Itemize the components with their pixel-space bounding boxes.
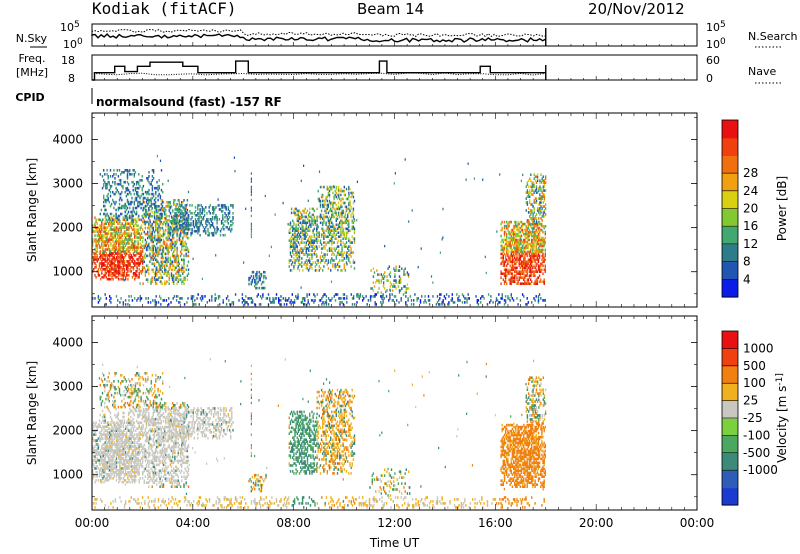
noise-right-label: N.Search (748, 30, 798, 43)
velocity-colorbar-label: Velocity [m s-1] (775, 373, 789, 463)
x-axis-label: Time UT (369, 536, 420, 550)
power-colorbar-swatch (722, 243, 738, 263)
x-tick-label: 00:00 (75, 516, 110, 530)
velocity-colorbar-swatch (722, 470, 738, 489)
velocity-colorbar-tick-label: -100 (743, 428, 770, 442)
power-colorbar-swatch (722, 137, 738, 156)
beam-title: Beam 14 (357, 0, 425, 18)
velocity-colorbar-swatch (722, 487, 738, 506)
noise-right-tick: 100 (706, 37, 726, 51)
power-colorbar-tick-label: 4 (743, 272, 751, 286)
velocity-y-tick-label: 4000 (52, 335, 83, 349)
nave-series (91, 72, 546, 76)
velocity-colorbar-swatch (722, 383, 738, 402)
power-y-tick-label: 1000 (52, 265, 83, 279)
x-tick-label: 20:00 (579, 516, 614, 530)
velocity-colorbar-tick-label: -500 (743, 446, 770, 460)
x-tick-label: 04:00 (176, 516, 211, 530)
velocity-colorbar-swatch (722, 435, 738, 454)
power-colorbar-swatch (722, 173, 738, 192)
velocity-colorbar-swatch (722, 400, 738, 419)
velocity-colorbar-tick-label: -1000 (743, 463, 778, 477)
velocity-colorbar-tick-label: -25 (743, 411, 763, 425)
power-colorbar-tick-label: 8 (743, 255, 751, 269)
freq-left-tick: 8 (68, 72, 75, 85)
velocity-colorbar-tick-label: 25 (743, 394, 758, 408)
noise-left-tick: 105 (60, 20, 80, 34)
velocity-colorbar-tick-label: 500 (743, 359, 766, 373)
power-colorbar-swatch (722, 155, 738, 174)
power-colorbar-swatch (722, 226, 738, 245)
power-colorbar-swatch (722, 279, 738, 298)
power-y-tick-label: 3000 (52, 177, 83, 191)
power-colorbar-swatch (722, 120, 738, 139)
freq-right-label: Nave (748, 65, 776, 78)
power-colorbar-swatch (722, 190, 738, 210)
freq-series (92, 60, 546, 81)
x-tick-label: 12:00 (377, 516, 412, 530)
freq-right-tick: 0 (706, 72, 713, 85)
noise-right-tick: 105 (706, 20, 726, 34)
noise-search-series (91, 28, 546, 38)
velocity-y-tick-label: 2000 (52, 424, 83, 438)
freq-left-label: Freq. (18, 52, 45, 65)
power-scatter-cells (92, 154, 547, 306)
power-colorbar-label: Power [dB] (775, 176, 789, 241)
power-colorbar-tick-label: 20 (743, 202, 758, 216)
noise-sky-series (91, 33, 547, 43)
velocity-colorbar-swatch (722, 418, 738, 436)
power-y-tick-label: 2000 (52, 221, 83, 235)
power-colorbar-tick-label: 24 (743, 184, 758, 198)
station-title: Kodiak (fitACF) (92, 0, 237, 18)
freq-left-unit: [MHz] (16, 66, 48, 79)
power-colorbar-tick-label: 12 (743, 237, 758, 251)
x-tick-label: 16:00 (478, 516, 513, 530)
freq-left-tick: 18 (61, 54, 75, 67)
date-title: 20/Nov/2012 (588, 0, 685, 18)
power-colorbar-swatch (722, 261, 738, 280)
noise-left-tick: 100 (63, 37, 83, 51)
velocity-y-tick-label: 3000 (52, 380, 83, 394)
power-y-axis-label: Slant Range [km] (25, 158, 39, 262)
freq-right-tick: 60 (706, 54, 720, 67)
cpid-label: CPID (15, 91, 44, 104)
x-tick-label: 08:00 (276, 516, 311, 530)
power-y-tick-label: 4000 (52, 132, 83, 146)
velocity-colorbar-tick-label: 1000 (743, 341, 774, 355)
velocity-colorbar-swatch (722, 348, 738, 367)
x-tick-label: 00:00 (680, 516, 715, 530)
velocity-colorbar-swatch (722, 452, 738, 471)
velocity-colorbar-tick-label: 100 (743, 376, 766, 390)
velocity-scatter-cells (92, 358, 547, 509)
power-colorbar-tick-label: 16 (743, 219, 758, 233)
cpid-text: normalsound (fast) -157 RF (96, 95, 282, 109)
velocity-colorbar-swatch (722, 331, 738, 349)
velocity-colorbar-swatch (722, 365, 738, 384)
velocity-y-tick-label: 1000 (52, 468, 83, 482)
velocity-y-axis-label: Slant Range [km] (25, 361, 39, 465)
power-colorbar-tick-label: 28 (743, 166, 758, 180)
power-colorbar-swatch (722, 208, 738, 227)
noise-left-label: N.Sky (16, 32, 48, 45)
